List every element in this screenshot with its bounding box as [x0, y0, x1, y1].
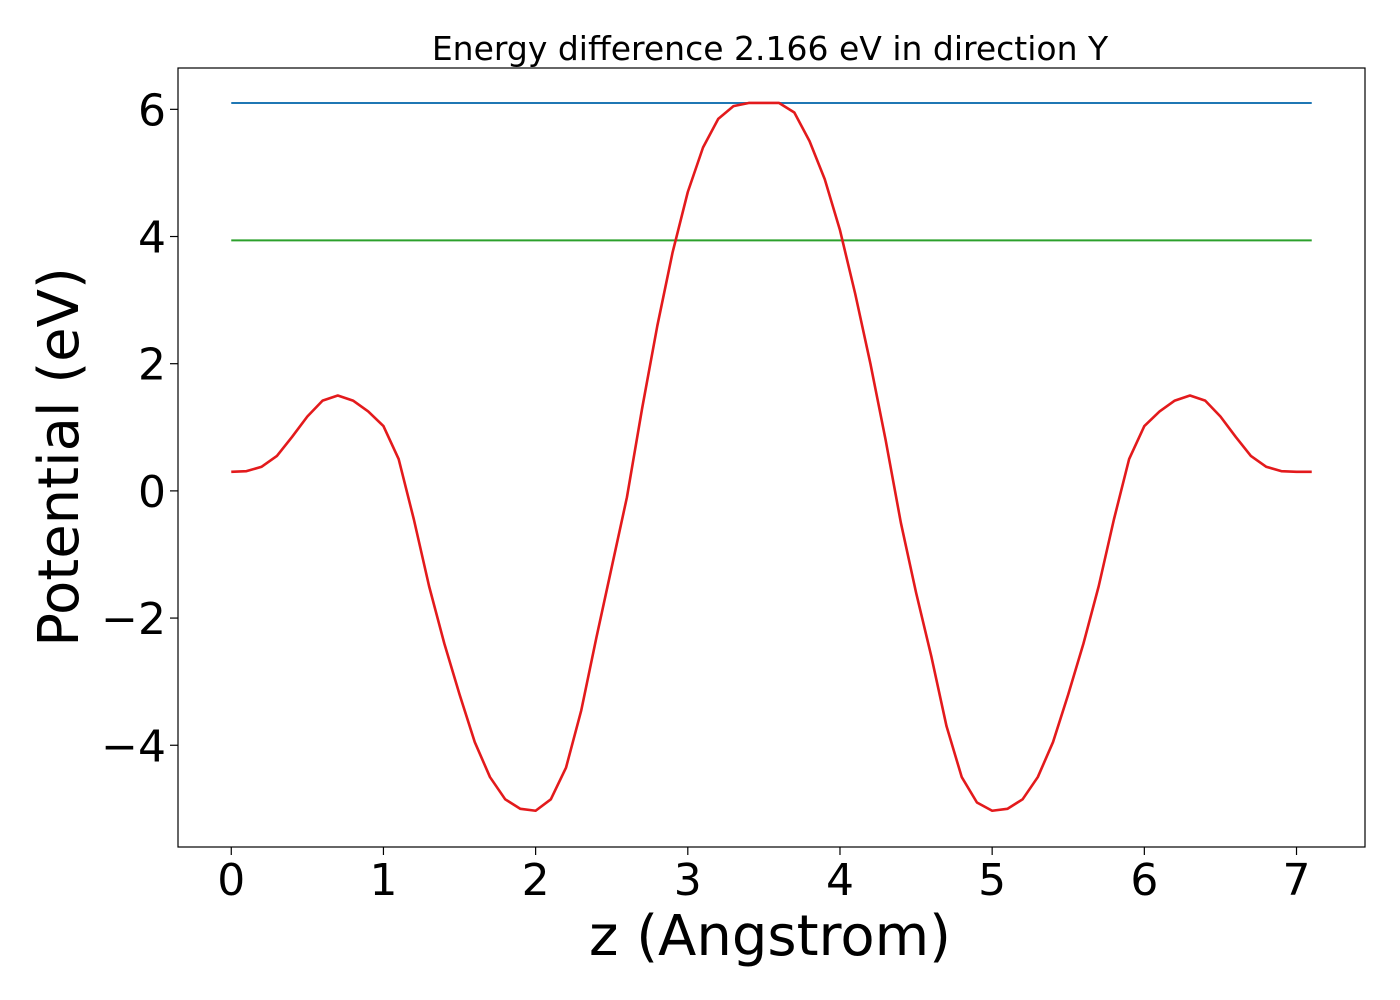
x-tick-label: 1 [369, 855, 397, 906]
series-line-3 [231, 101, 1312, 813]
x-tick-label: 5 [978, 855, 1006, 906]
y-tick-label: −4 [101, 721, 166, 772]
x-tick-label: 0 [217, 855, 245, 906]
x-tick-label: 7 [1283, 855, 1311, 906]
x-tick-label: 3 [674, 855, 702, 906]
plot-area [177, 67, 1366, 848]
y-axis: −4 −2 0 2 4 6 [101, 85, 178, 772]
x-tick-label: 2 [522, 855, 550, 906]
axes-frame [177, 67, 1366, 848]
x-axis: 0 1 2 3 4 5 6 7 [217, 847, 1311, 906]
series-layer [231, 101, 1312, 813]
x-tick-label: 6 [1130, 855, 1158, 906]
y-tick-label: 2 [138, 340, 166, 391]
y-axis-label: Potential (eV) [27, 267, 92, 647]
x-tick-label: 4 [826, 855, 854, 906]
y-tick-label: −2 [101, 594, 166, 645]
chart-title: Energy difference 2.166 eV in direction … [432, 29, 1109, 68]
y-tick-label: 4 [138, 213, 166, 264]
x-axis-label: z (Angstrom) [589, 904, 951, 969]
y-tick-label: 6 [138, 85, 166, 136]
y-tick-label: 0 [138, 467, 166, 518]
